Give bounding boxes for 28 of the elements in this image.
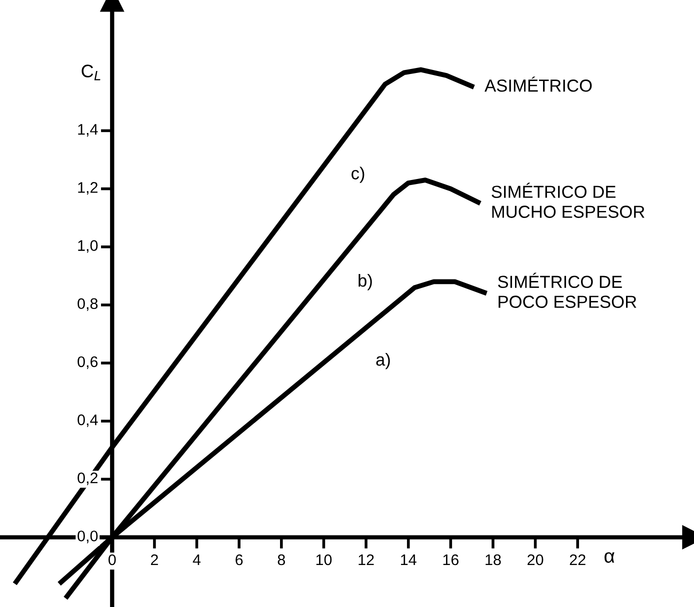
annotation: b) (358, 274, 372, 290)
y-tick-label: 0,8 (78, 298, 98, 311)
x-tick-label: 18 (486, 554, 501, 566)
annotation: c) (352, 166, 364, 183)
y-axis-title: C$_{L}$ (82, 64, 100, 80)
series-label: ASIMÉTRICO (484, 76, 592, 92)
y-tick-label: 0,6 (78, 356, 98, 369)
x-tick-label: 4 (192, 554, 201, 566)
x-tick-label: 14 (401, 554, 416, 566)
annotation: a) (376, 353, 390, 370)
y-tick-label: 0,2 (78, 472, 98, 486)
y-tick-label: 1,4 (78, 124, 98, 137)
series-label: SIMÉTRICO DE MUCHO ESPESOR (492, 182, 644, 218)
x-tick-label: 22 (570, 554, 586, 566)
series-label: SIMÉTRICO DE POCO ESPESOR (498, 272, 636, 308)
y-tick-label: 1,0 (78, 240, 98, 253)
x-tick-label: 12 (358, 554, 374, 566)
x-tick-label: 20 (528, 554, 544, 566)
x-tick-label: 10 (316, 554, 332, 566)
x-tick-label: 2 (150, 554, 158, 566)
x-tick-label: 6 (236, 554, 243, 566)
x-tick-label: 8 (278, 554, 285, 566)
y-tick-label: 0,4 (78, 414, 98, 428)
x-tick-label: 0 (108, 554, 116, 566)
x-tick-label: 16 (443, 554, 459, 566)
y-tick-label: 1,2 (78, 182, 98, 195)
y-tick-label: 0,0 (78, 530, 98, 544)
x-axis-title: α (604, 552, 614, 563)
